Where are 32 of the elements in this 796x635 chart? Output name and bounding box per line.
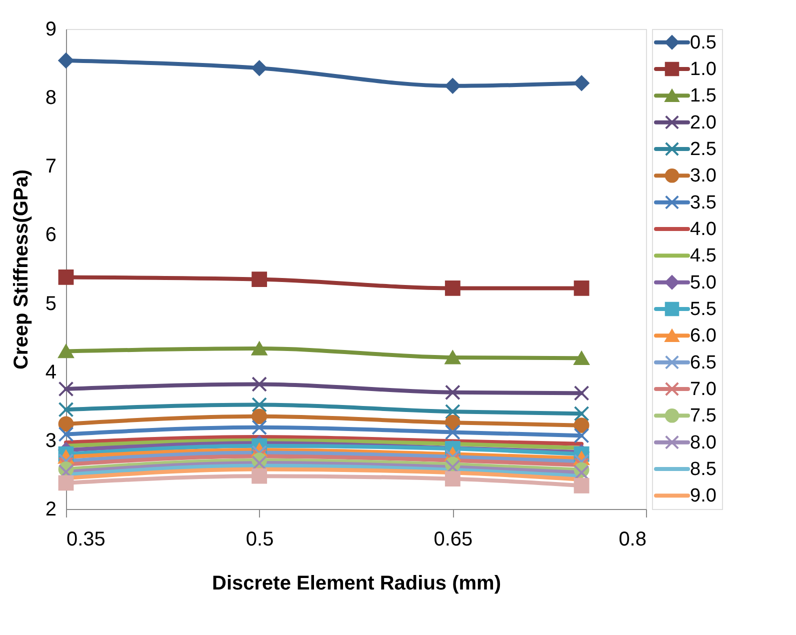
legend-label: 4.5 <box>690 246 716 267</box>
x-tick-label: 0.8 <box>618 528 646 550</box>
legend-label: 2.0 <box>690 112 716 134</box>
legend-label: 0.5 <box>690 32 716 54</box>
legend-label: 7.5 <box>690 406 716 427</box>
legend-label: 1.0 <box>690 59 716 80</box>
legend-label: 3.5 <box>690 192 716 214</box>
y-tick-label: 9 <box>45 18 56 40</box>
y-tick-label: 3 <box>45 430 56 452</box>
legend-label: 8.5 <box>690 459 716 480</box>
legend-label: 3.0 <box>690 166 716 187</box>
legend-label: 5.0 <box>690 272 716 294</box>
legend-label: 8.0 <box>690 432 716 454</box>
y-tick-label: 7 <box>45 156 56 178</box>
x-tick-label: 0.5 <box>246 528 274 550</box>
y-tick-label: 4 <box>45 361 56 384</box>
x-tick-label: 0.65 <box>434 528 473 550</box>
legend-label: 9.0 <box>690 486 716 507</box>
legend-label: 6.5 <box>690 352 716 374</box>
y-axis-title: Creep Stiffness(GPa) <box>10 169 32 370</box>
legend-label: 7.0 <box>690 379 716 400</box>
x-axis-title: Discrete Element Radius (mm) <box>212 572 501 594</box>
legend-label: 6.0 <box>690 326 716 347</box>
y-tick-label: 8 <box>45 87 56 110</box>
y-tick-label: 2 <box>45 498 56 520</box>
legend-label: 5.5 <box>690 299 716 320</box>
legend-label: 2.5 <box>690 139 716 160</box>
legend-label: 4.0 <box>690 219 716 240</box>
x-tick-label: 0.35 <box>66 528 106 550</box>
legend-label: 1.5 <box>690 86 716 107</box>
y-tick-label: 5 <box>45 292 56 315</box>
y-tick-label: 6 <box>45 224 56 246</box>
